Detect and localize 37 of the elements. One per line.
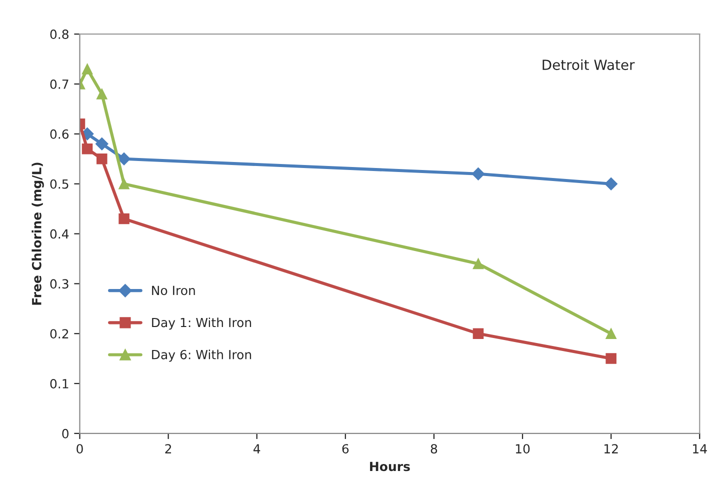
point xyxy=(606,328,616,339)
x-tick-label: 2 xyxy=(165,444,172,454)
point xyxy=(82,144,93,154)
point xyxy=(606,353,616,364)
x-tick-label: 4 xyxy=(253,444,260,454)
y-tick-label: 0 xyxy=(62,428,69,438)
point xyxy=(96,154,108,164)
point xyxy=(472,328,484,339)
x-axis-title: Hours xyxy=(370,462,410,472)
y-axis-title: Free Chlorine (mg/L) xyxy=(32,162,44,305)
y-tick-label: 0.2 xyxy=(50,329,68,339)
y-tick-label: 0.8 xyxy=(50,30,68,40)
legend-label: No Iron xyxy=(152,286,195,296)
y-tick-label: 0.6 xyxy=(50,129,69,139)
point xyxy=(118,178,130,190)
y-tick-label: 0.4 xyxy=(50,229,69,239)
legend-label: Day 6: With Iron xyxy=(152,350,252,362)
x-tick-label: 6 xyxy=(342,444,349,454)
x-tick-label: 12 xyxy=(604,444,618,454)
point xyxy=(82,64,93,74)
annotation: Detroit Water xyxy=(542,59,635,70)
point xyxy=(472,258,484,270)
point xyxy=(96,88,108,100)
point xyxy=(472,167,485,180)
point xyxy=(95,137,108,150)
point xyxy=(604,177,618,190)
legend-label: Day 1: With Iron xyxy=(152,318,252,330)
x-tick-label: 10 xyxy=(516,444,530,454)
x-tick-label: 0 xyxy=(76,444,83,454)
point xyxy=(118,213,130,224)
y-tick-label: 0.1 xyxy=(50,378,68,388)
point xyxy=(118,152,130,166)
y-tick-label: 0.3 xyxy=(50,279,68,289)
y-tick-label: 0.7 xyxy=(50,79,68,89)
x-tick-label: 8 xyxy=(430,444,438,454)
y-tick-label: 0.5 xyxy=(50,179,68,189)
x-tick-label: 14 xyxy=(693,444,707,454)
